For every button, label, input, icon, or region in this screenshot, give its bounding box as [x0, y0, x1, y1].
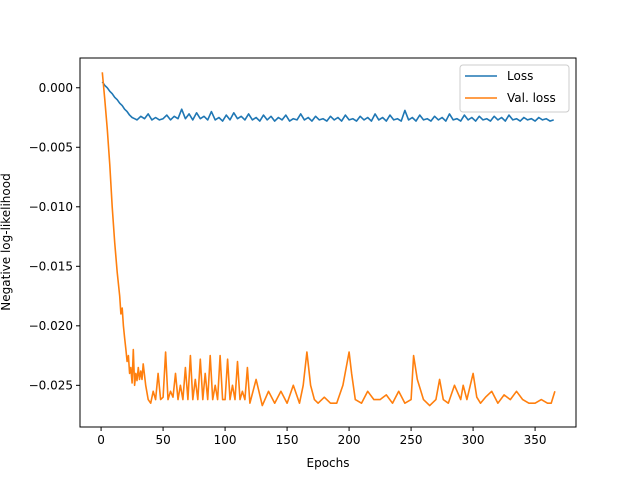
x-axis-label: Epochs: [307, 456, 350, 470]
x-axis-ticks: 0 50 100 150 200 250 300 350: [97, 427, 547, 447]
x-tick-label: 300: [462, 433, 485, 447]
series-line-val-loss: [101, 72, 556, 407]
x-tick-label: 100: [214, 433, 237, 447]
legend: Loss Val. loss: [459, 64, 570, 113]
x-tick-label: 250: [400, 433, 423, 447]
series-line-loss: [101, 81, 554, 122]
y-axis-ticks: 0.000 −0.005 −0.010 −0.015 −0.020 −0.025: [29, 81, 80, 392]
plot-lines: [101, 72, 556, 407]
legend-label-loss: Loss: [507, 69, 533, 83]
x-tick-label: 0: [97, 433, 105, 447]
y-axis-label: Negative log-likelihood: [0, 173, 13, 310]
x-tick-label: 200: [338, 433, 361, 447]
y-tick-label: −0.020: [29, 319, 73, 333]
legend-label-val-loss: Val. loss: [507, 91, 556, 105]
y-tick-label: −0.015: [29, 259, 73, 273]
x-tick-label: 350: [524, 433, 547, 447]
y-tick-label: 0.000: [39, 81, 73, 95]
y-tick-label: −0.025: [29, 378, 73, 392]
y-tick-label: −0.005: [29, 140, 73, 154]
y-tick-label: −0.010: [29, 200, 73, 214]
plot-frame: [79, 57, 577, 428]
x-tick-label: 150: [276, 433, 299, 447]
x-tick-label: 50: [155, 433, 170, 447]
